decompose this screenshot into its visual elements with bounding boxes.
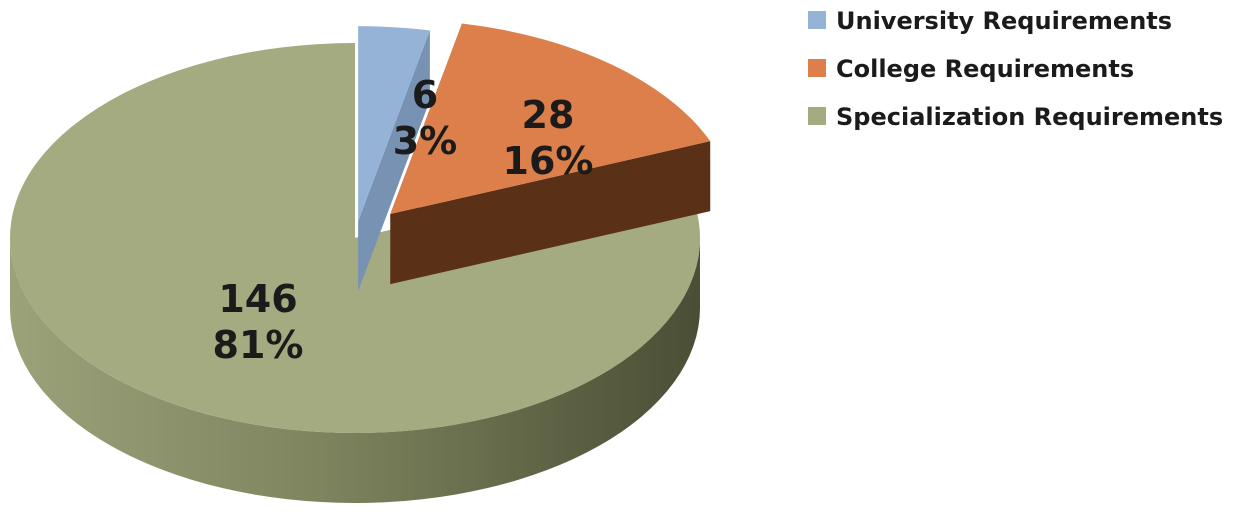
- pie-slice-side-specialization: [10, 238, 700, 503]
- legend-label-university: University Requirements: [836, 7, 1172, 35]
- legend-item-specialization: Specialization Requirements: [808, 103, 1223, 131]
- pie-slice-college: [390, 23, 711, 285]
- legend-label-specialization: Specialization Requirements: [836, 103, 1223, 131]
- data-label-percent-university: 3%: [393, 119, 458, 163]
- data-label-value-college: 28: [522, 93, 575, 137]
- data-label-value-university: 6: [412, 73, 438, 117]
- pie-slice-top-college: [390, 23, 711, 215]
- data-label-value-specialization: 146: [218, 277, 297, 321]
- legend-swatch-college: [808, 59, 826, 77]
- pie-slice-top-specialization: [9, 43, 700, 434]
- legend-swatch-university: [808, 11, 826, 29]
- legend: University Requirements College Requireme…: [808, 7, 1223, 131]
- pie-slice-cut-college: [390, 141, 711, 285]
- legend-item-college: College Requirements: [808, 55, 1134, 83]
- slices-layer: [9, 23, 711, 503]
- pie-slice-top-university: [358, 26, 430, 222]
- legend-swatch-specialization: [808, 107, 826, 125]
- pie-slice-university: [358, 26, 430, 292]
- data-label-percent-specialization: 81%: [213, 323, 304, 367]
- data-label-percent-college: 16%: [503, 139, 594, 183]
- pie-slice-cut-university: [358, 30, 430, 292]
- legend-item-university: University Requirements: [808, 7, 1172, 35]
- legend-label-college: College Requirements: [836, 55, 1134, 83]
